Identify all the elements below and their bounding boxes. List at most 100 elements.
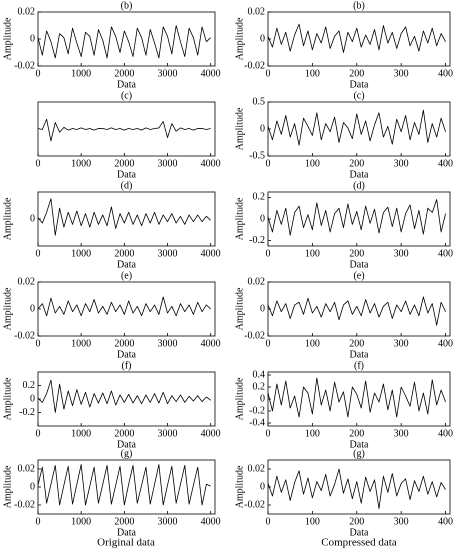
x-tick-label: 4000	[201, 158, 221, 169]
x-tick-label: 0	[266, 338, 271, 349]
x-tick-label: 4000	[201, 516, 221, 527]
y-tick-label: 0.2	[253, 381, 266, 392]
x-tick-label: 1000	[71, 248, 91, 259]
x-tick-label: 4000	[201, 248, 221, 259]
y-axis-label: Amplitude	[2, 287, 13, 330]
y-tick-label: 0	[260, 33, 265, 44]
y-axis-label: Amplitude	[234, 377, 245, 420]
signal-line	[267, 468, 446, 509]
signal-line	[267, 296, 446, 326]
y-axis-label: Amplitude	[234, 197, 245, 240]
y-tick-label: -0.2	[249, 235, 265, 246]
x-tick-label: 2000	[114, 516, 134, 527]
x-tick-label: 2000	[114, 68, 134, 79]
signal-line	[267, 23, 446, 53]
column-caption: Original data	[97, 537, 155, 549]
panel-title: (e)	[121, 270, 132, 281]
y-tick-label: -0.2	[249, 405, 265, 416]
x-axis-label: Data	[117, 527, 136, 538]
signal-line	[37, 118, 211, 142]
y-tick-label: -0.4	[249, 417, 265, 428]
x-tick-label: 200	[349, 158, 364, 169]
y-tick-label: 0.02	[18, 276, 36, 287]
x-axis-label: Data	[117, 169, 136, 180]
y-axis-label: Amplitude	[2, 197, 13, 240]
x-tick-label: 0	[36, 428, 41, 439]
x-tick-label: 3000	[158, 338, 178, 349]
y-tick-label: 0	[30, 393, 35, 404]
x-tick-label: 1000	[71, 68, 91, 79]
x-tick-label: 3000	[158, 248, 178, 259]
y-tick-label: 0	[30, 33, 35, 44]
x-tick-label: 400	[438, 158, 453, 169]
panel-title: (d)	[121, 180, 133, 191]
y-tick-label: 0	[260, 481, 265, 492]
signal-line	[267, 377, 446, 418]
y-tick-label: -0.02	[14, 60, 35, 71]
signal-line	[267, 199, 446, 236]
y-tick-label: 0	[30, 213, 35, 224]
x-axis-label: Data	[350, 349, 369, 360]
x-tick-label: 2000	[114, 248, 134, 259]
x-tick-label: 0	[266, 428, 271, 439]
x-tick-label: 300	[394, 338, 409, 349]
x-tick-label: 300	[394, 68, 409, 79]
x-tick-label: 4000	[201, 68, 221, 79]
y-tick-label: 0.02	[248, 276, 266, 287]
x-tick-label: 1000	[71, 158, 91, 169]
x-tick-label: 100	[305, 338, 320, 349]
y-tick-label: 0.02	[248, 6, 266, 17]
x-axis-label: Data	[350, 259, 369, 270]
signal-line	[37, 198, 211, 236]
x-axis-label: Data	[350, 79, 369, 90]
x-tick-label: 1000	[71, 428, 91, 439]
x-tick-label: 400	[438, 248, 453, 259]
panel-title: (c)	[121, 90, 132, 101]
panel-title: (e)	[353, 270, 364, 281]
x-tick-label: 200	[349, 68, 364, 79]
x-tick-label: 1000	[71, 516, 91, 527]
y-tick-label: -0.02	[14, 330, 35, 341]
x-tick-label: 100	[305, 68, 320, 79]
y-tick-label: 0.02	[18, 6, 36, 17]
x-tick-label: 0	[266, 68, 271, 79]
y-tick-label: 0.5	[253, 96, 266, 107]
x-tick-label: 2000	[114, 338, 134, 349]
x-tick-label: 0	[36, 338, 41, 349]
y-tick-label: -0.5	[249, 150, 265, 161]
y-tick-label: -0.02	[244, 499, 265, 510]
y-tick-label: -0.2	[19, 407, 35, 418]
y-tick-label: 0.2	[23, 380, 36, 391]
y-axis-label: Amplitude	[234, 465, 245, 508]
x-tick-label: 3000	[158, 68, 178, 79]
x-tick-label: 1000	[71, 338, 91, 349]
x-tick-label: 0	[266, 516, 271, 527]
y-tick-label: 0	[30, 481, 35, 492]
signal-line	[37, 464, 211, 506]
x-axis-label: Data	[117, 439, 136, 450]
x-tick-label: 0	[36, 68, 41, 79]
x-tick-label: 0	[266, 248, 271, 259]
y-tick-label: 0	[260, 393, 265, 404]
x-axis-label: Data	[350, 527, 369, 538]
y-tick-label: -0.02	[244, 330, 265, 341]
panel-title: (g)	[121, 448, 133, 459]
y-tick-label: -0.02	[14, 499, 35, 510]
x-tick-label: 100	[305, 516, 320, 527]
x-tick-label: 200	[349, 248, 364, 259]
y-tick-label: -0.02	[244, 60, 265, 71]
x-tick-label: 200	[349, 338, 364, 349]
panel-title: (b)	[353, 0, 365, 11]
x-tick-label: 200	[349, 428, 364, 439]
x-tick-label: 400	[438, 68, 453, 79]
x-tick-label: 100	[305, 248, 320, 259]
signal-line	[267, 109, 446, 146]
x-tick-label: 2000	[114, 428, 134, 439]
y-axis-label: Amplitude	[2, 17, 13, 60]
x-tick-label: 0	[36, 158, 41, 169]
x-tick-label: 400	[438, 338, 453, 349]
x-axis-label: Data	[117, 79, 136, 90]
x-tick-label: 300	[394, 248, 409, 259]
panel-title: (f)	[122, 360, 132, 371]
